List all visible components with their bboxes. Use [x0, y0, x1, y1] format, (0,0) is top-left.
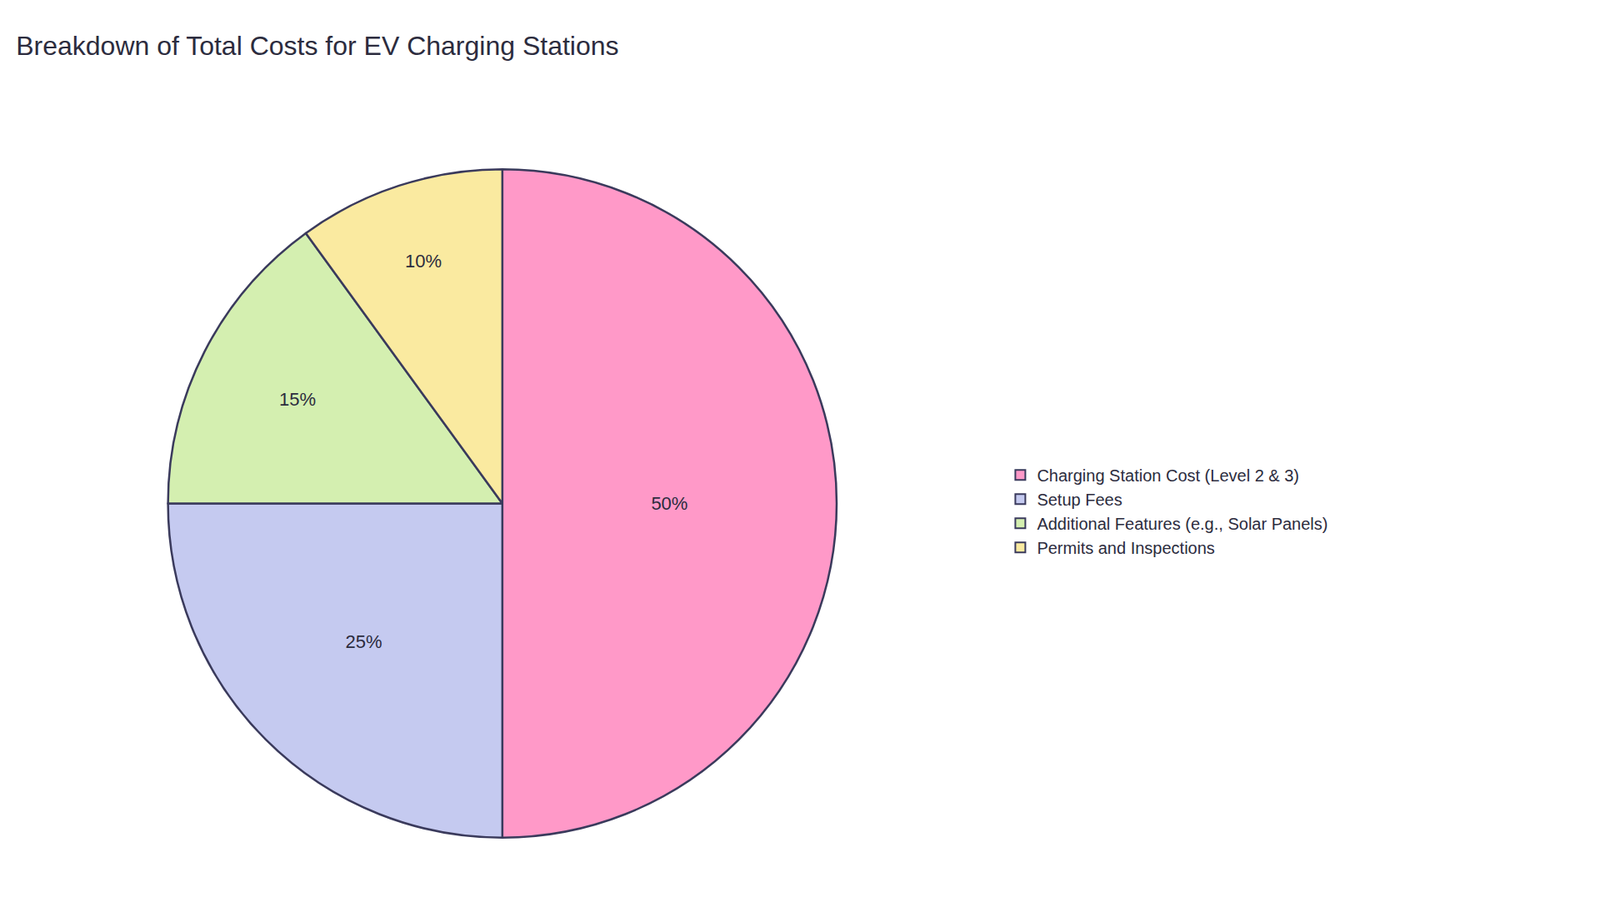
svg-text:Permits and Inspections: Permits and Inspections [1036, 539, 1215, 558]
svg-text:15%: 15% [279, 389, 316, 410]
svg-text:50%: 50% [650, 493, 688, 515]
svg-text:25%: 25% [345, 631, 383, 653]
svg-text:Breakdown of Total Costs for E: Breakdown of Total Costs for EV Charging… [15, 30, 619, 61]
svg-text:Setup Fees: Setup Fees [1036, 490, 1122, 510]
svg-text:Additional Features (e.g., Sol: Additional Features (e.g., Solar Panels) [1036, 515, 1328, 534]
svg-text:Charging Station Cost (Level 2: Charging Station Cost (Level 2 & 3) [1036, 466, 1300, 485]
svg-text:10%: 10% [405, 250, 442, 272]
